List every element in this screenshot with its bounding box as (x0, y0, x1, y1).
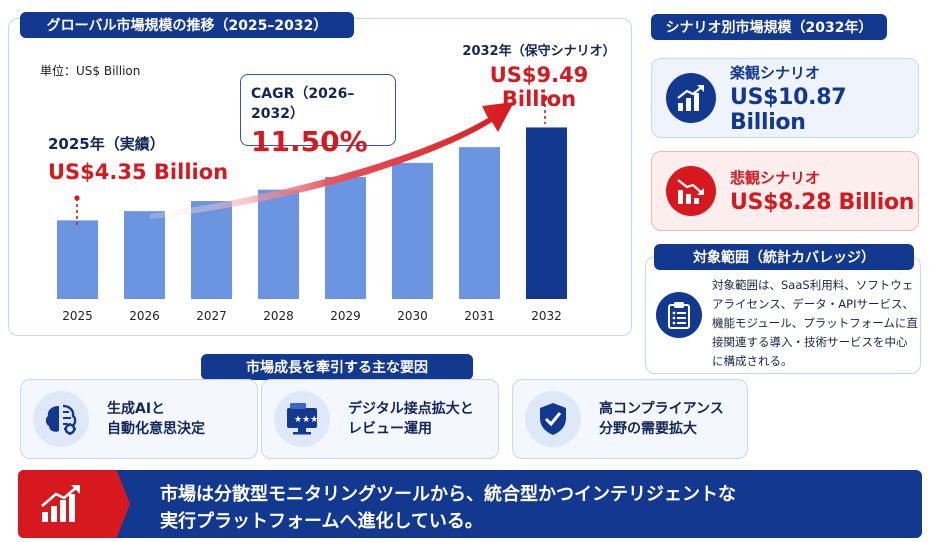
unit-label: 単位：US$ Billion (40, 64, 141, 78)
end-callout-label: 2032年（保守シナリオ） (462, 44, 616, 59)
start-callout-value: US$4.35 Billion (48, 160, 229, 184)
banner-text-line1: 市場は分散型モニタリングツールから、統合型かつインテリジェントな (160, 484, 736, 505)
bar-2026 (124, 211, 165, 299)
clipboard-icon (656, 292, 702, 338)
driver-card-ai: 生成AIと 自動化意思決定 (20, 379, 258, 459)
x-tick-label: 2028 (263, 309, 294, 323)
driver-label-digital: デジタル接点拡大と レビュー運用 (348, 401, 474, 437)
cagr-label: CAGR（2026–2032） (251, 86, 355, 122)
x-tick-label: 2030 (397, 309, 428, 323)
svg-text:★★★: ★★★ (294, 415, 318, 425)
end-callout: 2032年（保守シナリオ） US$9.49 Billion (456, 40, 622, 111)
start-callout-label: 2025年（実績） (48, 135, 165, 153)
pessimistic-scenario-card: 悲観シナリオ US$8.28 Billion (651, 151, 919, 231)
end-leader-dot (542, 95, 548, 101)
bar-2029 (325, 176, 366, 299)
driver-card-digital: ★★★ デジタル接点拡大と レビュー運用 (261, 379, 499, 459)
bar-chart: 2025 2026 2027 2028 2029 2030 2031 2032 (57, 95, 567, 323)
pessimistic-value: US$8.28 Billion (730, 190, 915, 215)
bar-2028 (258, 189, 299, 299)
x-tick-label: 2031 (464, 309, 495, 323)
scope-description: 対象範囲は、SaaS利用料、ソフトウェアライセンス、データ・APIサービス、機能… (712, 278, 918, 368)
chart-up-icon (666, 73, 716, 123)
driver-label-ai: 生成AIと 自動化意思決定 (107, 401, 205, 437)
start-callout: 2025年（実績） US$4.35 Billion (48, 133, 228, 184)
bar-2031 (459, 147, 500, 299)
optimistic-value: US$10.87 Billion (730, 84, 847, 135)
x-tick-label: 2029 (330, 309, 361, 323)
review-monitor-icon: ★★★ (274, 391, 330, 447)
bar-2030 (392, 162, 433, 299)
shield-check-icon (525, 391, 581, 447)
ai-brain-icon (33, 391, 89, 447)
optimistic-scenario-card: 楽観シナリオ US$10.87 Billion (651, 58, 919, 138)
x-tick-label: 2025 (62, 309, 93, 323)
chart-down-icon (666, 166, 716, 216)
cagr-box: CAGR（2026–2032） 11.50% (240, 74, 396, 158)
cagr-value: 11.50% (251, 125, 368, 158)
start-leader-dot (74, 195, 80, 201)
x-tick-label: 2026 (129, 309, 160, 323)
bar-2025 (57, 220, 98, 299)
bar-2027 (191, 201, 232, 299)
x-tick-label: 2032 (531, 309, 562, 323)
bar-2032 (526, 127, 567, 299)
end-callout-value: US$9.49 Billion (489, 63, 589, 111)
growth-chart-icon (40, 484, 84, 528)
pessimistic-label: 悲観シナリオ (730, 169, 821, 187)
scenario-title: シナリオ別市場規模（2032年） (651, 14, 887, 40)
driver-card-compliance: 高コンプライアンス 分野の需要拡大 (512, 379, 748, 459)
x-tick-label: 2027 (196, 309, 227, 323)
chart-title: グローバル市場規模の推移（2025–2032） (20, 12, 354, 38)
driver-label-compliance: 高コンプライアンス 分野の需要拡大 (599, 401, 724, 437)
banner-text-line2: 実行プラットフォームへ進化している。 (160, 511, 483, 532)
drivers-title: 市場成長を牽引する主な要因 (201, 354, 473, 380)
optimistic-label: 楽観シナリオ (730, 63, 821, 82)
summary-banner: 市場は分散型モニタリングツールから、統合型かつインテリジェントな 実行プラットフ… (18, 470, 922, 538)
scope-title: 対象範囲（統計カバレッジ） (654, 244, 914, 270)
